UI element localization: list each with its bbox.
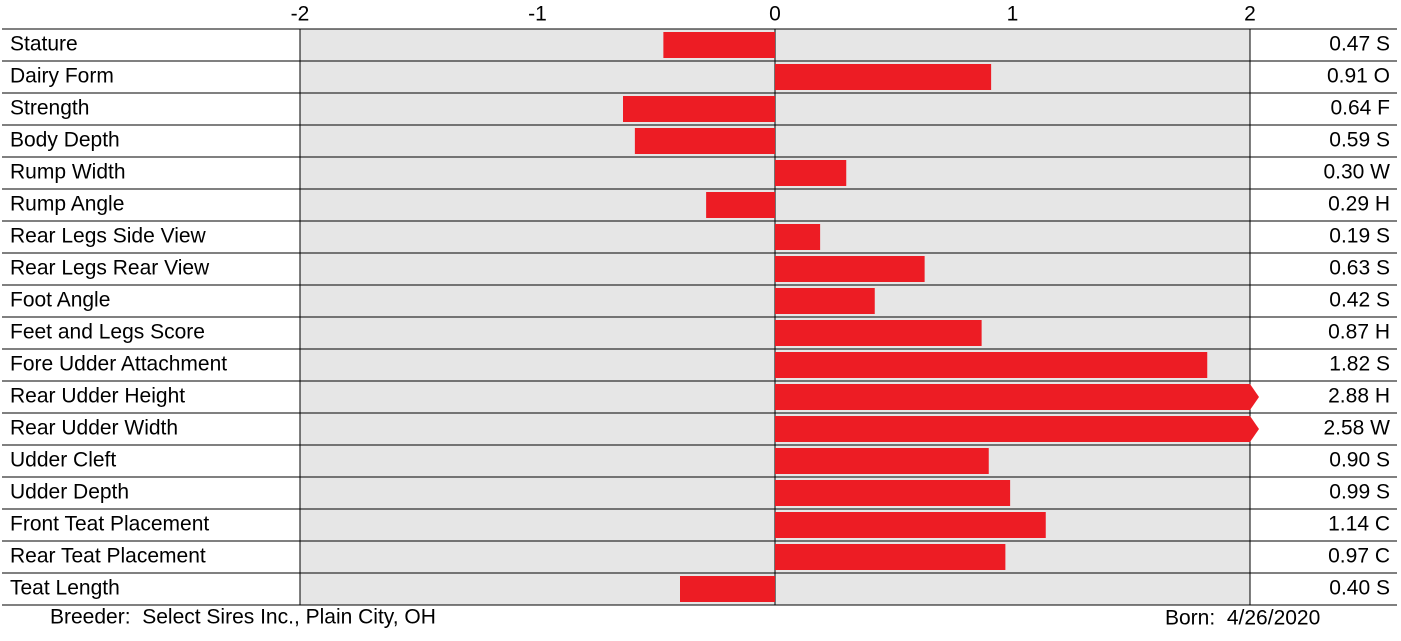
category-label: Udder Depth xyxy=(10,481,129,504)
category-label: Strength xyxy=(10,97,89,120)
bar xyxy=(775,288,875,314)
category-label: Rear Udder Width xyxy=(10,417,178,440)
value-label: 1.14 C xyxy=(1328,513,1390,536)
bar xyxy=(634,128,775,154)
bar xyxy=(775,448,989,474)
value-label: 2.88 H xyxy=(1328,385,1390,408)
value-label: 0.47 S xyxy=(1329,33,1390,56)
category-label: Dairy Form xyxy=(10,65,114,88)
bar xyxy=(775,64,992,90)
x-tick-label: 2 xyxy=(1244,3,1256,26)
category-label: Udder Cleft xyxy=(10,449,116,472)
bar xyxy=(680,576,775,602)
category-label: Front Teat Placement xyxy=(10,513,209,536)
value-label: 2.58 W xyxy=(1323,417,1390,440)
bar xyxy=(775,352,1208,378)
category-label: Rump Width xyxy=(10,161,126,184)
value-label: 0.59 S xyxy=(1329,129,1390,152)
value-label: 0.99 S xyxy=(1329,481,1390,504)
category-label: Rear Teat Placement xyxy=(10,545,206,568)
x-tick-label: 0 xyxy=(769,3,781,26)
x-tick-label: 1 xyxy=(1007,3,1019,26)
born-note: Born: 4/26/2020 xyxy=(1165,607,1320,630)
category-label: Teat Length xyxy=(10,577,120,600)
bar xyxy=(775,256,925,282)
value-label: 0.42 S xyxy=(1329,289,1390,312)
bar xyxy=(775,320,982,346)
bar xyxy=(775,544,1006,570)
bar xyxy=(775,416,1259,442)
value-label: 0.97 C xyxy=(1328,545,1390,568)
x-tick-label: -2 xyxy=(291,3,310,26)
bar xyxy=(706,192,775,218)
x-tick-label: -1 xyxy=(528,3,547,26)
value-label: 0.30 W xyxy=(1323,161,1390,184)
bar xyxy=(775,224,821,250)
value-label: 0.91 O xyxy=(1327,65,1390,88)
value-label: 0.90 S xyxy=(1329,449,1390,472)
bar xyxy=(663,32,775,58)
value-label: 0.40 S xyxy=(1329,577,1390,600)
category-label: Body Depth xyxy=(10,129,120,152)
breeder-note: Breeder: Select Sires Inc., Plain City, … xyxy=(50,606,436,629)
value-label: 0.19 S xyxy=(1329,225,1390,248)
category-label: Stature xyxy=(10,33,78,56)
category-label: Rump Angle xyxy=(10,193,124,216)
category-label: Rear Legs Side View xyxy=(10,225,207,248)
bar xyxy=(775,480,1011,506)
bar xyxy=(775,384,1259,410)
category-label: Foot Angle xyxy=(10,289,110,312)
bar xyxy=(775,160,847,186)
bar xyxy=(623,96,775,122)
category-label: Rear Udder Height xyxy=(10,385,185,408)
value-label: 1.82 S xyxy=(1329,353,1390,376)
value-label: 0.63 S xyxy=(1329,257,1390,280)
category-label: Fore Udder Attachment xyxy=(10,353,227,376)
value-label: 0.87 H xyxy=(1328,321,1390,344)
value-label: 0.29 H xyxy=(1328,193,1390,216)
category-label: Feet and Legs Score xyxy=(10,321,205,344)
category-label: Rear Legs Rear View xyxy=(10,257,210,280)
value-label: 0.64 F xyxy=(1330,97,1390,120)
bar xyxy=(775,512,1046,538)
